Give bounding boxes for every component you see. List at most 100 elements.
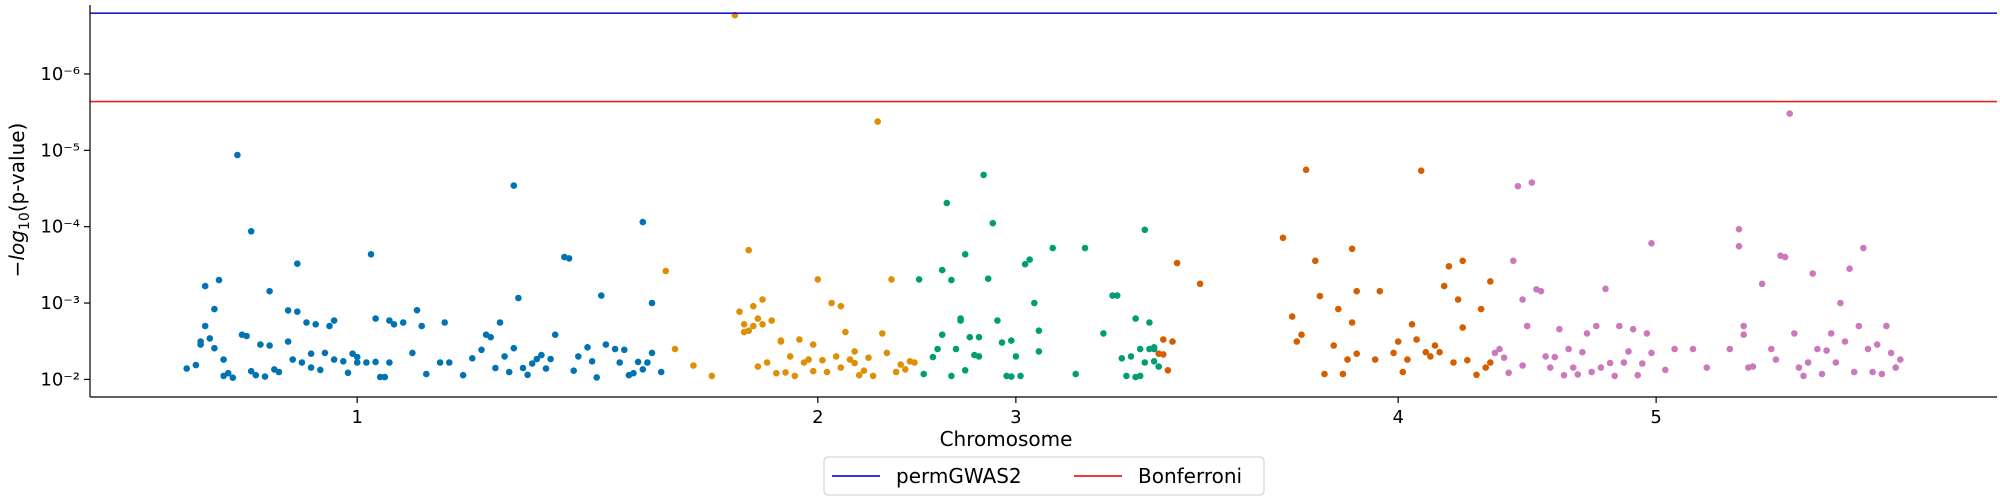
- data-point: [376, 373, 384, 381]
- data-point: [1749, 363, 1757, 370]
- data-point: [1422, 348, 1430, 356]
- data-point: [740, 321, 748, 328]
- data-point: [1081, 244, 1089, 252]
- data-point: [1459, 324, 1466, 331]
- data-point: [1146, 319, 1153, 326]
- data-point: [1302, 166, 1310, 174]
- data-point: [1464, 356, 1471, 364]
- data-point: [538, 351, 545, 359]
- data-point: [1021, 260, 1029, 268]
- data-point: [1417, 167, 1425, 174]
- data-point: [1832, 359, 1840, 366]
- data-point: [948, 372, 955, 380]
- data-point: [340, 358, 347, 365]
- data-point: [330, 317, 338, 324]
- data-point: [662, 267, 670, 275]
- data-point: [763, 359, 771, 366]
- data-point: [897, 361, 904, 368]
- data-point: [492, 364, 499, 372]
- data-point: [819, 356, 826, 364]
- data-point: [911, 359, 918, 366]
- data-point: [1519, 296, 1526, 303]
- data-point: [1109, 292, 1116, 299]
- data-point: [1487, 359, 1494, 366]
- data-point: [1897, 356, 1904, 363]
- data-point: [1118, 355, 1126, 362]
- data-point: [367, 251, 375, 258]
- data-point: [266, 342, 273, 349]
- data-point: [1316, 292, 1324, 300]
- data-point: [966, 333, 974, 341]
- data-point: [1768, 345, 1775, 353]
- data-point: [634, 358, 642, 366]
- data-point: [344, 369, 352, 377]
- data-point: [1031, 299, 1038, 307]
- data-point: [1431, 342, 1439, 349]
- data-point: [1132, 315, 1139, 322]
- data-point: [823, 368, 831, 376]
- data-point: [616, 359, 623, 366]
- data-point: [1505, 369, 1512, 377]
- data-point: [1164, 367, 1172, 374]
- data-point: [575, 353, 582, 360]
- data-point: [1510, 257, 1517, 265]
- data-point: [533, 355, 541, 363]
- data-point: [1339, 370, 1347, 378]
- data-point: [814, 276, 822, 283]
- data-point: [1150, 358, 1158, 365]
- data-point: [588, 358, 596, 365]
- data-point: [570, 367, 577, 375]
- data-point: [621, 346, 628, 354]
- data-point: [989, 219, 997, 227]
- data-point: [519, 364, 527, 372]
- data-point: [1049, 244, 1056, 252]
- data-point: [1818, 370, 1826, 378]
- data-point: [860, 367, 868, 375]
- data-point: [750, 302, 757, 310]
- data-point: [524, 371, 531, 379]
- data-point: [1795, 364, 1803, 371]
- data-point: [961, 367, 969, 374]
- data-point: [252, 371, 260, 379]
- data-point: [1160, 336, 1167, 343]
- data-point: [938, 266, 946, 274]
- y-axis-label: −log10(p-value): [5, 123, 33, 278]
- data-point: [326, 322, 333, 330]
- data-point: [832, 353, 840, 360]
- data-point: [1445, 263, 1453, 270]
- data-point: [1008, 337, 1015, 344]
- data-point: [1035, 348, 1043, 355]
- data-point: [1823, 347, 1830, 354]
- data-point: [888, 276, 895, 283]
- data-point: [284, 307, 292, 314]
- x-tick-label: 5: [1650, 407, 1661, 428]
- data-point: [602, 341, 610, 348]
- data-point: [1348, 319, 1356, 326]
- data-point: [671, 345, 679, 353]
- data-point: [1473, 371, 1480, 379]
- data-point: [1850, 368, 1858, 376]
- data-point: [436, 359, 444, 366]
- data-point: [1477, 305, 1485, 313]
- data-point: [201, 322, 209, 330]
- data-point: [307, 364, 315, 371]
- data-point: [1026, 256, 1033, 263]
- data-point: [1814, 345, 1821, 353]
- data-point: [1413, 336, 1420, 343]
- data-point: [1491, 349, 1499, 357]
- data-point: [809, 367, 817, 375]
- data-point: [1136, 372, 1144, 380]
- data-point: [1127, 353, 1135, 360]
- data-point: [1588, 368, 1595, 376]
- data-point: [1454, 296, 1462, 303]
- data-point: [459, 371, 467, 379]
- data-point: [754, 363, 762, 370]
- data-point: [1136, 345, 1144, 353]
- data-point: [1781, 253, 1789, 261]
- data-point: [1643, 330, 1651, 337]
- data-point: [1390, 349, 1397, 357]
- data-point: [791, 372, 799, 380]
- legend-label-permgwas2: permGWAS2: [896, 464, 1022, 488]
- data-point: [984, 275, 992, 283]
- data-point: [1846, 265, 1853, 273]
